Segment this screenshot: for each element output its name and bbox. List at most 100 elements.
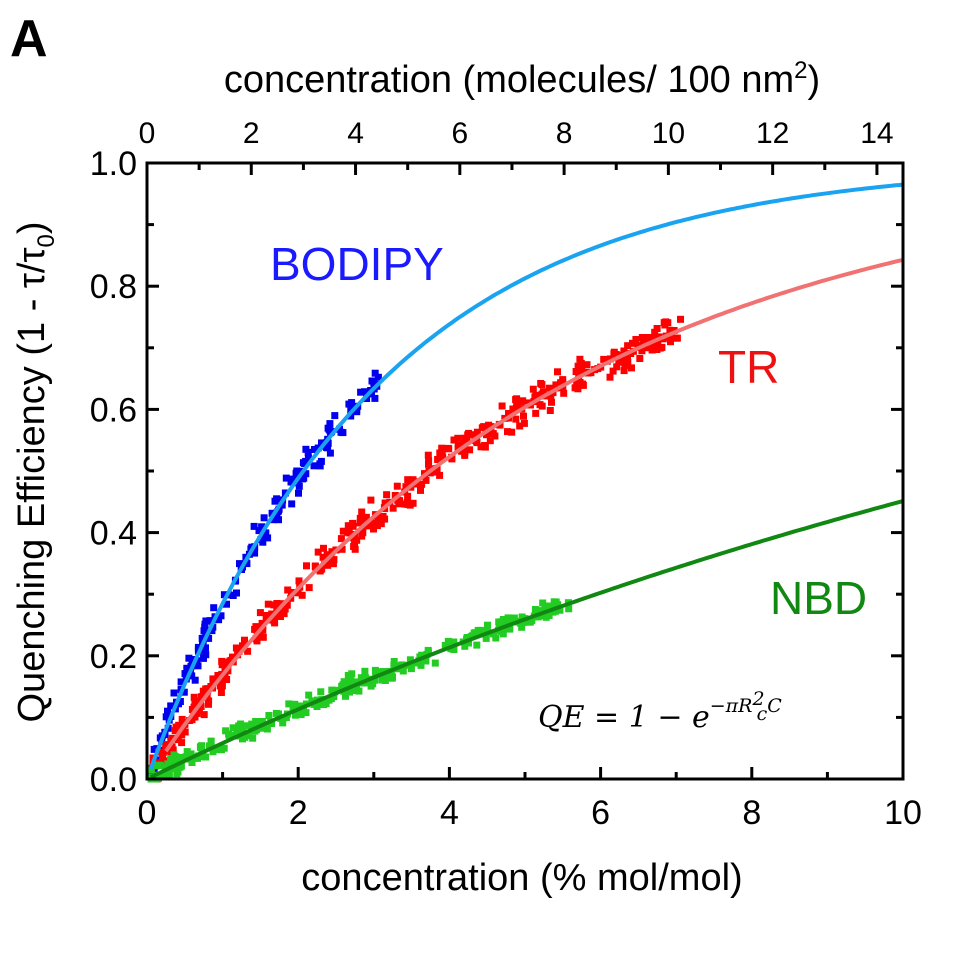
y-tick-label: 0.6 [90, 391, 137, 429]
data-point-tr [513, 404, 521, 412]
top-tick-label: 6 [451, 117, 468, 150]
top-tick-label: 2 [243, 117, 260, 150]
data-point-tr [190, 693, 198, 701]
data-point-bodipy [184, 665, 192, 673]
data-point-tr [610, 348, 618, 356]
data-point-tr [436, 471, 444, 479]
data-point-nbd [355, 687, 363, 695]
data-point-nbd [484, 621, 491, 629]
data-point-tr [538, 402, 546, 410]
data-point-bodipy [304, 448, 312, 456]
data-point-nbd [259, 724, 267, 732]
data-point-nbd [539, 599, 547, 607]
data-point-nbd [371, 666, 379, 674]
data-point-tr [200, 711, 208, 719]
data-point-nbd [518, 613, 526, 621]
x-tick-label: 8 [742, 794, 761, 832]
data-point-nbd [361, 667, 369, 675]
data-point-nbd [239, 727, 247, 735]
data-point-tr [241, 636, 248, 644]
data-point-tr [509, 405, 517, 413]
fit-curve-nbd [149, 499, 904, 779]
data-point-nbd [163, 770, 170, 778]
data-point-tr [305, 584, 313, 592]
data-point-tr [464, 431, 472, 439]
data-point-tr [646, 334, 654, 341]
data-point-tr [516, 422, 524, 430]
y-axis-title: Quenching Efficiency (1 - τ/τ0) [11, 222, 60, 723]
data-point-tr [159, 752, 166, 760]
data-point-tr [508, 428, 516, 436]
data-point-nbd [196, 743, 204, 751]
data-point-nbd [285, 700, 293, 708]
data-point-bodipy [243, 560, 251, 568]
data-point-tr [367, 496, 375, 504]
data-point-tr [438, 444, 446, 452]
data-point-tr [373, 522, 381, 530]
data-point-tr [338, 545, 346, 553]
data-point-nbd [528, 616, 536, 624]
data-point-tr [169, 746, 177, 754]
data-point-tr [537, 380, 545, 387]
data-point-tr [253, 637, 261, 645]
data-point-tr [362, 513, 370, 521]
data-point-tr [402, 483, 410, 491]
data-point-tr [666, 326, 674, 334]
y-axis-title-sub: 0 [33, 234, 60, 247]
data-point-bodipy [347, 405, 355, 413]
data-point-tr [190, 703, 198, 711]
data-point-tr [413, 480, 421, 488]
data-point-nbd [317, 688, 325, 696]
top-tick-label: 8 [556, 117, 573, 150]
data-point-tr [217, 689, 225, 696]
data-point-nbd [552, 598, 560, 606]
data-point-tr [450, 436, 458, 444]
data-point-tr [573, 379, 581, 387]
data-point-bodipy [310, 462, 318, 470]
data-point-nbd [542, 613, 550, 621]
data-point-tr [350, 534, 358, 542]
data-point-tr [578, 366, 586, 374]
data-point-tr [311, 563, 319, 571]
data-point-tr [665, 333, 673, 341]
data-point-nbd [241, 722, 249, 730]
data-point-bodipy [326, 420, 334, 428]
data-point-tr [620, 367, 628, 375]
panel-label: A [10, 10, 48, 68]
data-point-tr [172, 723, 180, 731]
data-point-nbd [531, 606, 539, 613]
data-point-tr [204, 685, 212, 693]
top-tick-label: 0 [139, 117, 156, 150]
data-point-tr [409, 499, 417, 507]
data-point-tr [205, 700, 212, 708]
data-point-bodipy [201, 620, 209, 628]
data-point-nbd [153, 762, 161, 769]
y-tick-label: 0.0 [90, 761, 137, 799]
data-point-tr [417, 486, 424, 494]
data-point-bodipy [281, 489, 289, 497]
data-point-nbd [327, 695, 335, 703]
data-point-tr [232, 644, 240, 652]
data-point-tr [377, 520, 385, 528]
data-point-tr [491, 432, 499, 440]
data-point-tr [389, 504, 397, 512]
data-point-bodipy [270, 516, 278, 523]
equation-main: QE = 1 − e [538, 700, 710, 735]
data-point-tr [454, 434, 462, 442]
data-point-nbd [498, 618, 506, 626]
data-point-tr [256, 609, 264, 617]
data-point-tr [197, 693, 205, 701]
data-point-tr [404, 476, 412, 484]
data-point-tr [547, 392, 555, 400]
data-point-nbd [492, 634, 500, 642]
top-tick-label: 14 [860, 117, 893, 150]
data-point-tr [281, 605, 289, 613]
data-point-bodipy [357, 388, 365, 396]
data-point-tr [664, 319, 672, 327]
data-point-tr [209, 675, 217, 683]
data-point-tr [574, 385, 582, 393]
data-point-bodipy [288, 500, 296, 508]
data-point-nbd [399, 667, 407, 675]
data-point-bodipy [282, 474, 290, 482]
data-point-tr [636, 355, 644, 362]
